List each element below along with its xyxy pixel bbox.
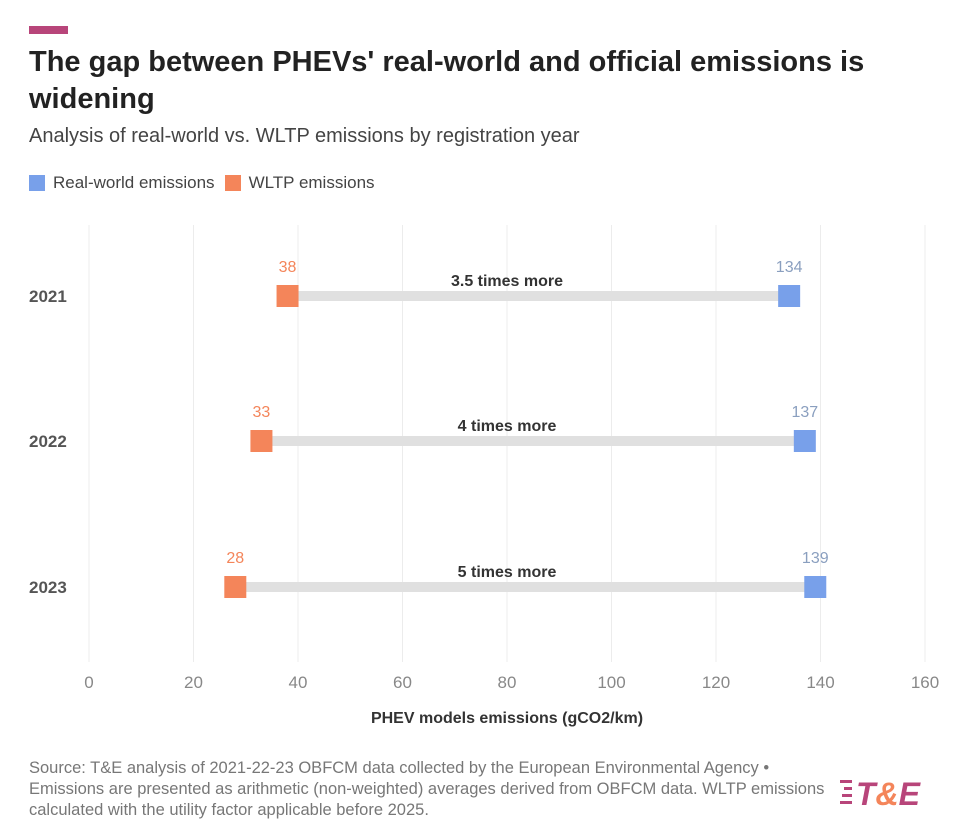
real-world-value-label: 134 — [776, 259, 803, 276]
wltp-value-label: 28 — [226, 550, 244, 567]
gap-annotation: 4 times more — [458, 418, 557, 435]
legend-swatch-wltp — [224, 175, 241, 191]
real-world-point — [793, 430, 816, 452]
te-logo: T&E — [840, 776, 922, 808]
y-category-label: 2023 — [29, 578, 67, 597]
chart-title: The gap between PHEVs' real-world and of… — [29, 46, 865, 115]
real-world-point — [778, 285, 801, 307]
chart-plot: 0 20 40 60 80 100 120 140 160 PHEV models emissio… — [29, 225, 939, 727]
y-category-label: 2022 — [29, 432, 67, 451]
wltp-point — [224, 576, 247, 598]
x-tick-label: 0 — [84, 673, 93, 692]
legend-label-wltp: WLTP emissions — [248, 173, 375, 192]
gap-annotation: 5 times more — [458, 564, 557, 581]
real-world-value-label: 137 — [791, 404, 818, 421]
connector-bar — [235, 582, 816, 592]
wltp-point — [276, 285, 299, 307]
connector-bar — [261, 436, 805, 446]
svg-text:T&E: T&E — [856, 776, 922, 808]
x-tick-label: 120 — [702, 673, 730, 692]
real-world-value-label: 139 — [802, 550, 829, 567]
legend-label-real: Real-world emissions — [53, 173, 215, 192]
x-axis-title: PHEV models emissions (gCO2/km) — [371, 710, 643, 727]
x-tick-label: 20 — [184, 673, 203, 692]
wltp-value-label: 33 — [253, 404, 271, 421]
x-tick-label: 100 — [597, 673, 625, 692]
chart-subtitle: Analysis of real-world vs. WLTP emission… — [29, 125, 580, 147]
x-tick-label: 160 — [911, 673, 939, 692]
wltp-value-label: 38 — [279, 259, 297, 276]
real-world-point — [804, 576, 827, 598]
y-category-label: 2021 — [29, 287, 67, 306]
legend-swatch-real — [29, 175, 45, 191]
legend: Real-world emissions WLTP emissions — [29, 173, 375, 193]
accent-bar — [29, 26, 68, 34]
connector-bar — [287, 291, 790, 301]
source-note: Source: T&E analysis of 2021-22-23 OBFCM… — [29, 759, 825, 819]
x-tick-label: 80 — [498, 673, 517, 692]
wltp-point — [250, 430, 273, 452]
x-tick-label: 60 — [393, 673, 412, 692]
x-tick-label: 40 — [289, 673, 308, 692]
gap-annotation: 3.5 times more — [451, 273, 563, 290]
x-tick-label: 140 — [806, 673, 834, 692]
